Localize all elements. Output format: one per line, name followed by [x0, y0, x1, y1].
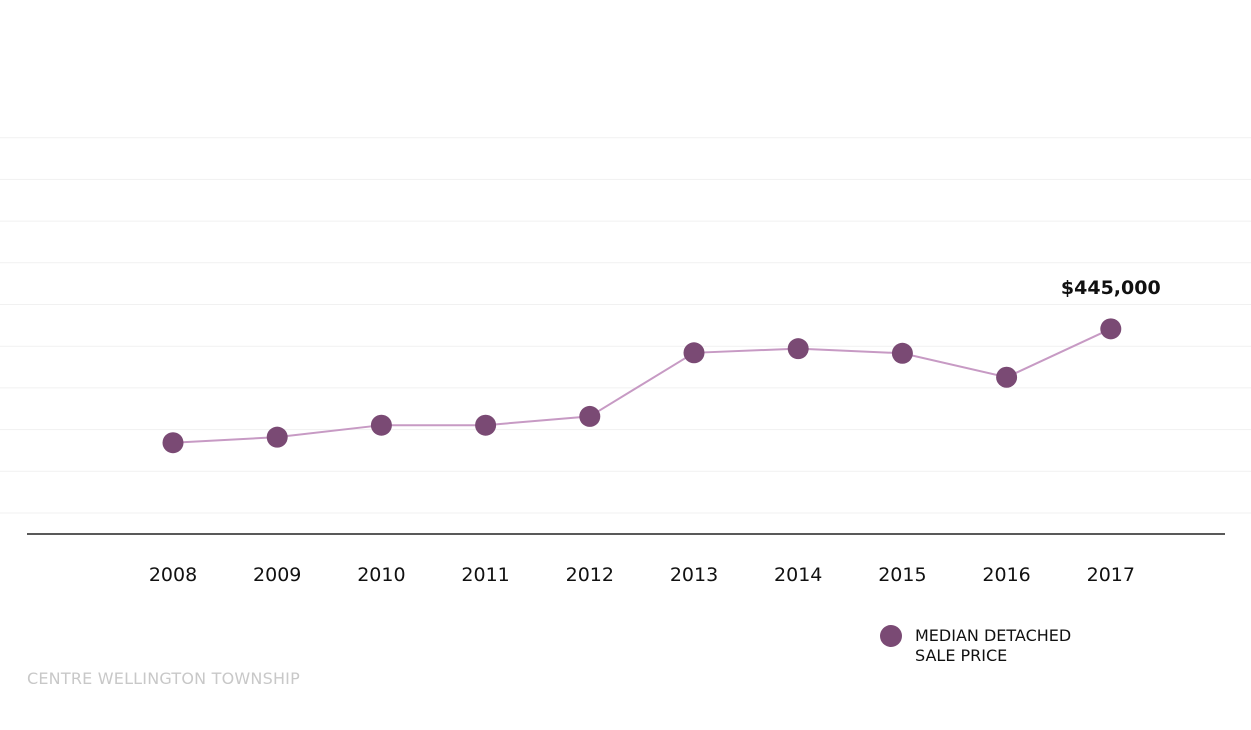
- x-tick-label: 2012: [566, 564, 614, 586]
- legend-label: MEDIAN DETACHED SALE PRICE: [915, 626, 1072, 665]
- x-tick-label: 2009: [253, 564, 301, 586]
- data-point-2016: [996, 366, 1018, 388]
- x-tick-label: 2016: [982, 564, 1030, 586]
- series-line-median-detached-sale-price: [172, 327, 1112, 444]
- data-point-2017: [1100, 318, 1122, 340]
- x-tick-label: 2017: [1087, 564, 1135, 586]
- data-points: [162, 318, 1122, 454]
- x-tick-label: 2013: [670, 564, 718, 586]
- data-point-2013: [683, 342, 705, 364]
- data-point-2014: [787, 338, 809, 360]
- x-tick-label: 2010: [357, 564, 405, 586]
- annotations: $445,000: [1061, 277, 1161, 299]
- data-point-2011: [475, 414, 497, 436]
- data-point-2010: [370, 414, 392, 436]
- footer-label: CENTRE WELLINGTON TOWNSHIP: [27, 669, 300, 688]
- value-callout: $445,000: [1061, 277, 1161, 299]
- data-point-2012: [579, 405, 601, 427]
- legend-swatch: [880, 625, 902, 647]
- legend: MEDIAN DETACHED SALE PRICE: [880, 624, 1140, 674]
- x-tick-label: 2008: [149, 564, 197, 586]
- x-tick-label: 2011: [461, 564, 509, 586]
- x-tick-labels: 2008 2009 2010 2011 2012 2013 2014 2015 2016 2017: [149, 564, 1135, 586]
- x-tick-label: 2014: [774, 564, 822, 586]
- data-point-2008: [162, 432, 184, 454]
- data-point-2015: [891, 342, 913, 364]
- data-point-2009: [266, 426, 288, 448]
- gridlines: [0, 137, 1251, 514]
- x-tick-label: 2015: [878, 564, 926, 586]
